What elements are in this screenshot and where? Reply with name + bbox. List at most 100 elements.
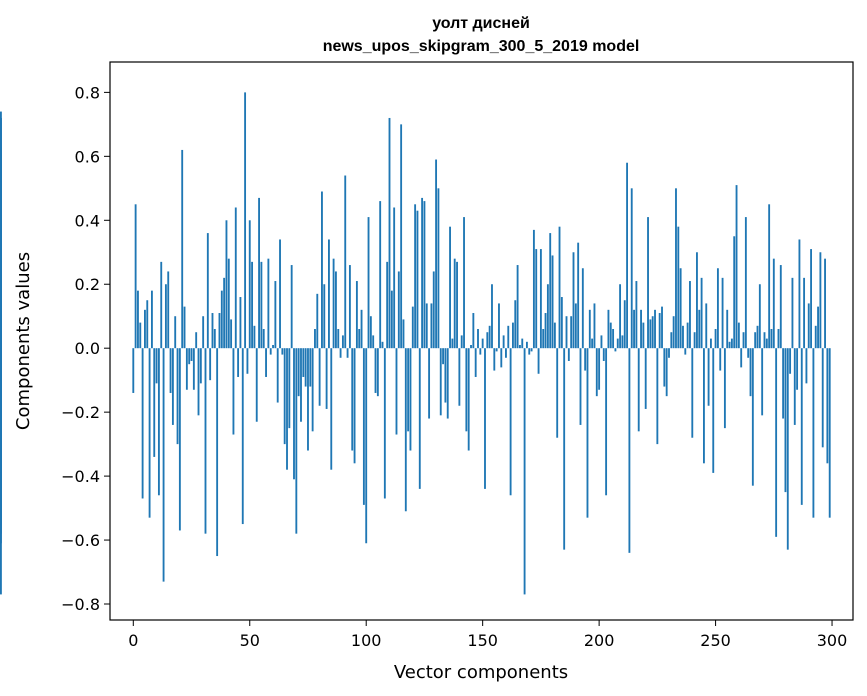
bar-37	[218, 313, 221, 349]
bar-7	[148, 348, 151, 518]
bar-113	[395, 348, 398, 435]
bar-104	[374, 348, 377, 393]
bar-89	[339, 348, 342, 358]
bar-50	[248, 220, 251, 349]
bar-267	[754, 332, 757, 349]
bar-159	[502, 335, 505, 349]
bar-290	[807, 303, 810, 349]
bar-185	[563, 348, 566, 550]
bar-168	[523, 348, 526, 595]
bar-208	[616, 338, 619, 349]
bar-61	[274, 281, 277, 349]
bar-57	[265, 348, 267, 377]
bar-99	[362, 348, 365, 505]
bar-215	[633, 309, 635, 349]
bar-284	[793, 348, 796, 425]
bar-63	[279, 239, 281, 349]
bar-72	[300, 348, 302, 422]
bar-174	[537, 348, 540, 374]
bar-18	[174, 316, 177, 349]
bar-197	[591, 338, 594, 349]
bar-98	[360, 309, 363, 349]
bar-200	[598, 348, 601, 390]
bar-166	[519, 345, 521, 349]
bar-242	[696, 252, 698, 349]
y-tick-label-3: 0.2	[75, 275, 100, 294]
bar-90	[341, 335, 344, 349]
bar-2	[137, 290, 139, 349]
bar-297	[824, 258, 826, 349]
bar-194	[584, 348, 587, 371]
bar-240	[691, 348, 694, 438]
x-axis-label: Vector components	[394, 662, 568, 683]
bar-29	[199, 348, 202, 384]
bar-158	[500, 348, 503, 368]
bar-175	[539, 249, 542, 349]
bar-170	[528, 348, 531, 355]
bar-39	[223, 277, 226, 349]
bar-251	[716, 268, 719, 349]
bar-114	[397, 271, 400, 349]
bar-118	[407, 348, 410, 432]
bar-221	[647, 217, 649, 349]
bar-19	[176, 348, 179, 445]
bar-33	[209, 348, 212, 381]
bar-56	[262, 329, 265, 349]
bar-234	[677, 226, 680, 349]
bar-34	[211, 313, 214, 349]
bar-undefined	[0, 348, 2, 473]
bar-84	[328, 239, 330, 349]
bar-253	[721, 277, 724, 349]
bar-149	[479, 348, 482, 355]
x-tick-label-0: 0	[128, 631, 138, 650]
bar-295	[819, 252, 822, 349]
bar-201	[600, 335, 603, 349]
bar-258	[733, 236, 736, 349]
bar-110	[388, 117, 391, 349]
bar-235	[679, 268, 682, 349]
bar-213	[628, 348, 631, 553]
bar-249	[712, 348, 715, 473]
bar-255	[726, 309, 729, 349]
bar-162	[509, 348, 512, 496]
y-tick-label-0: 0.8	[75, 83, 100, 102]
bar-167	[521, 338, 524, 349]
bar-82	[323, 284, 326, 349]
bar-10	[155, 348, 158, 384]
bar-76	[309, 348, 312, 387]
bar-58	[267, 258, 270, 349]
bar-189	[572, 252, 575, 349]
bar-172	[532, 229, 535, 349]
x-tick-label-100: 100	[351, 631, 382, 650]
bar-70	[295, 348, 298, 534]
bar-135	[446, 348, 449, 419]
bar-112	[393, 207, 396, 349]
bar-51	[251, 261, 254, 349]
bar-108	[383, 348, 386, 499]
bar-239	[689, 281, 691, 349]
bar-111	[390, 290, 393, 349]
bar-48	[244, 92, 247, 349]
bar-55	[260, 261, 263, 349]
bar-157	[498, 303, 500, 349]
bar-36	[216, 348, 219, 557]
bar-281	[786, 348, 789, 550]
y-tick-label-2: 0.4	[75, 211, 100, 230]
bar-298	[826, 348, 829, 464]
bar-64	[281, 348, 284, 355]
bar-163	[512, 322, 514, 349]
bar-67	[288, 348, 291, 429]
bar-217	[637, 348, 640, 432]
bar-79	[316, 293, 319, 349]
bar-127	[428, 348, 431, 419]
bar-229	[665, 348, 668, 397]
bar-271	[763, 332, 766, 349]
bar-6	[146, 300, 149, 349]
bar-244	[700, 277, 703, 349]
bar-294	[817, 306, 819, 349]
chart-title-line-2: news_upos_skipgram_300_5_2019 model	[323, 38, 640, 55]
bar-171	[530, 348, 533, 352]
bar-3	[139, 322, 142, 349]
bar-35	[213, 329, 216, 349]
